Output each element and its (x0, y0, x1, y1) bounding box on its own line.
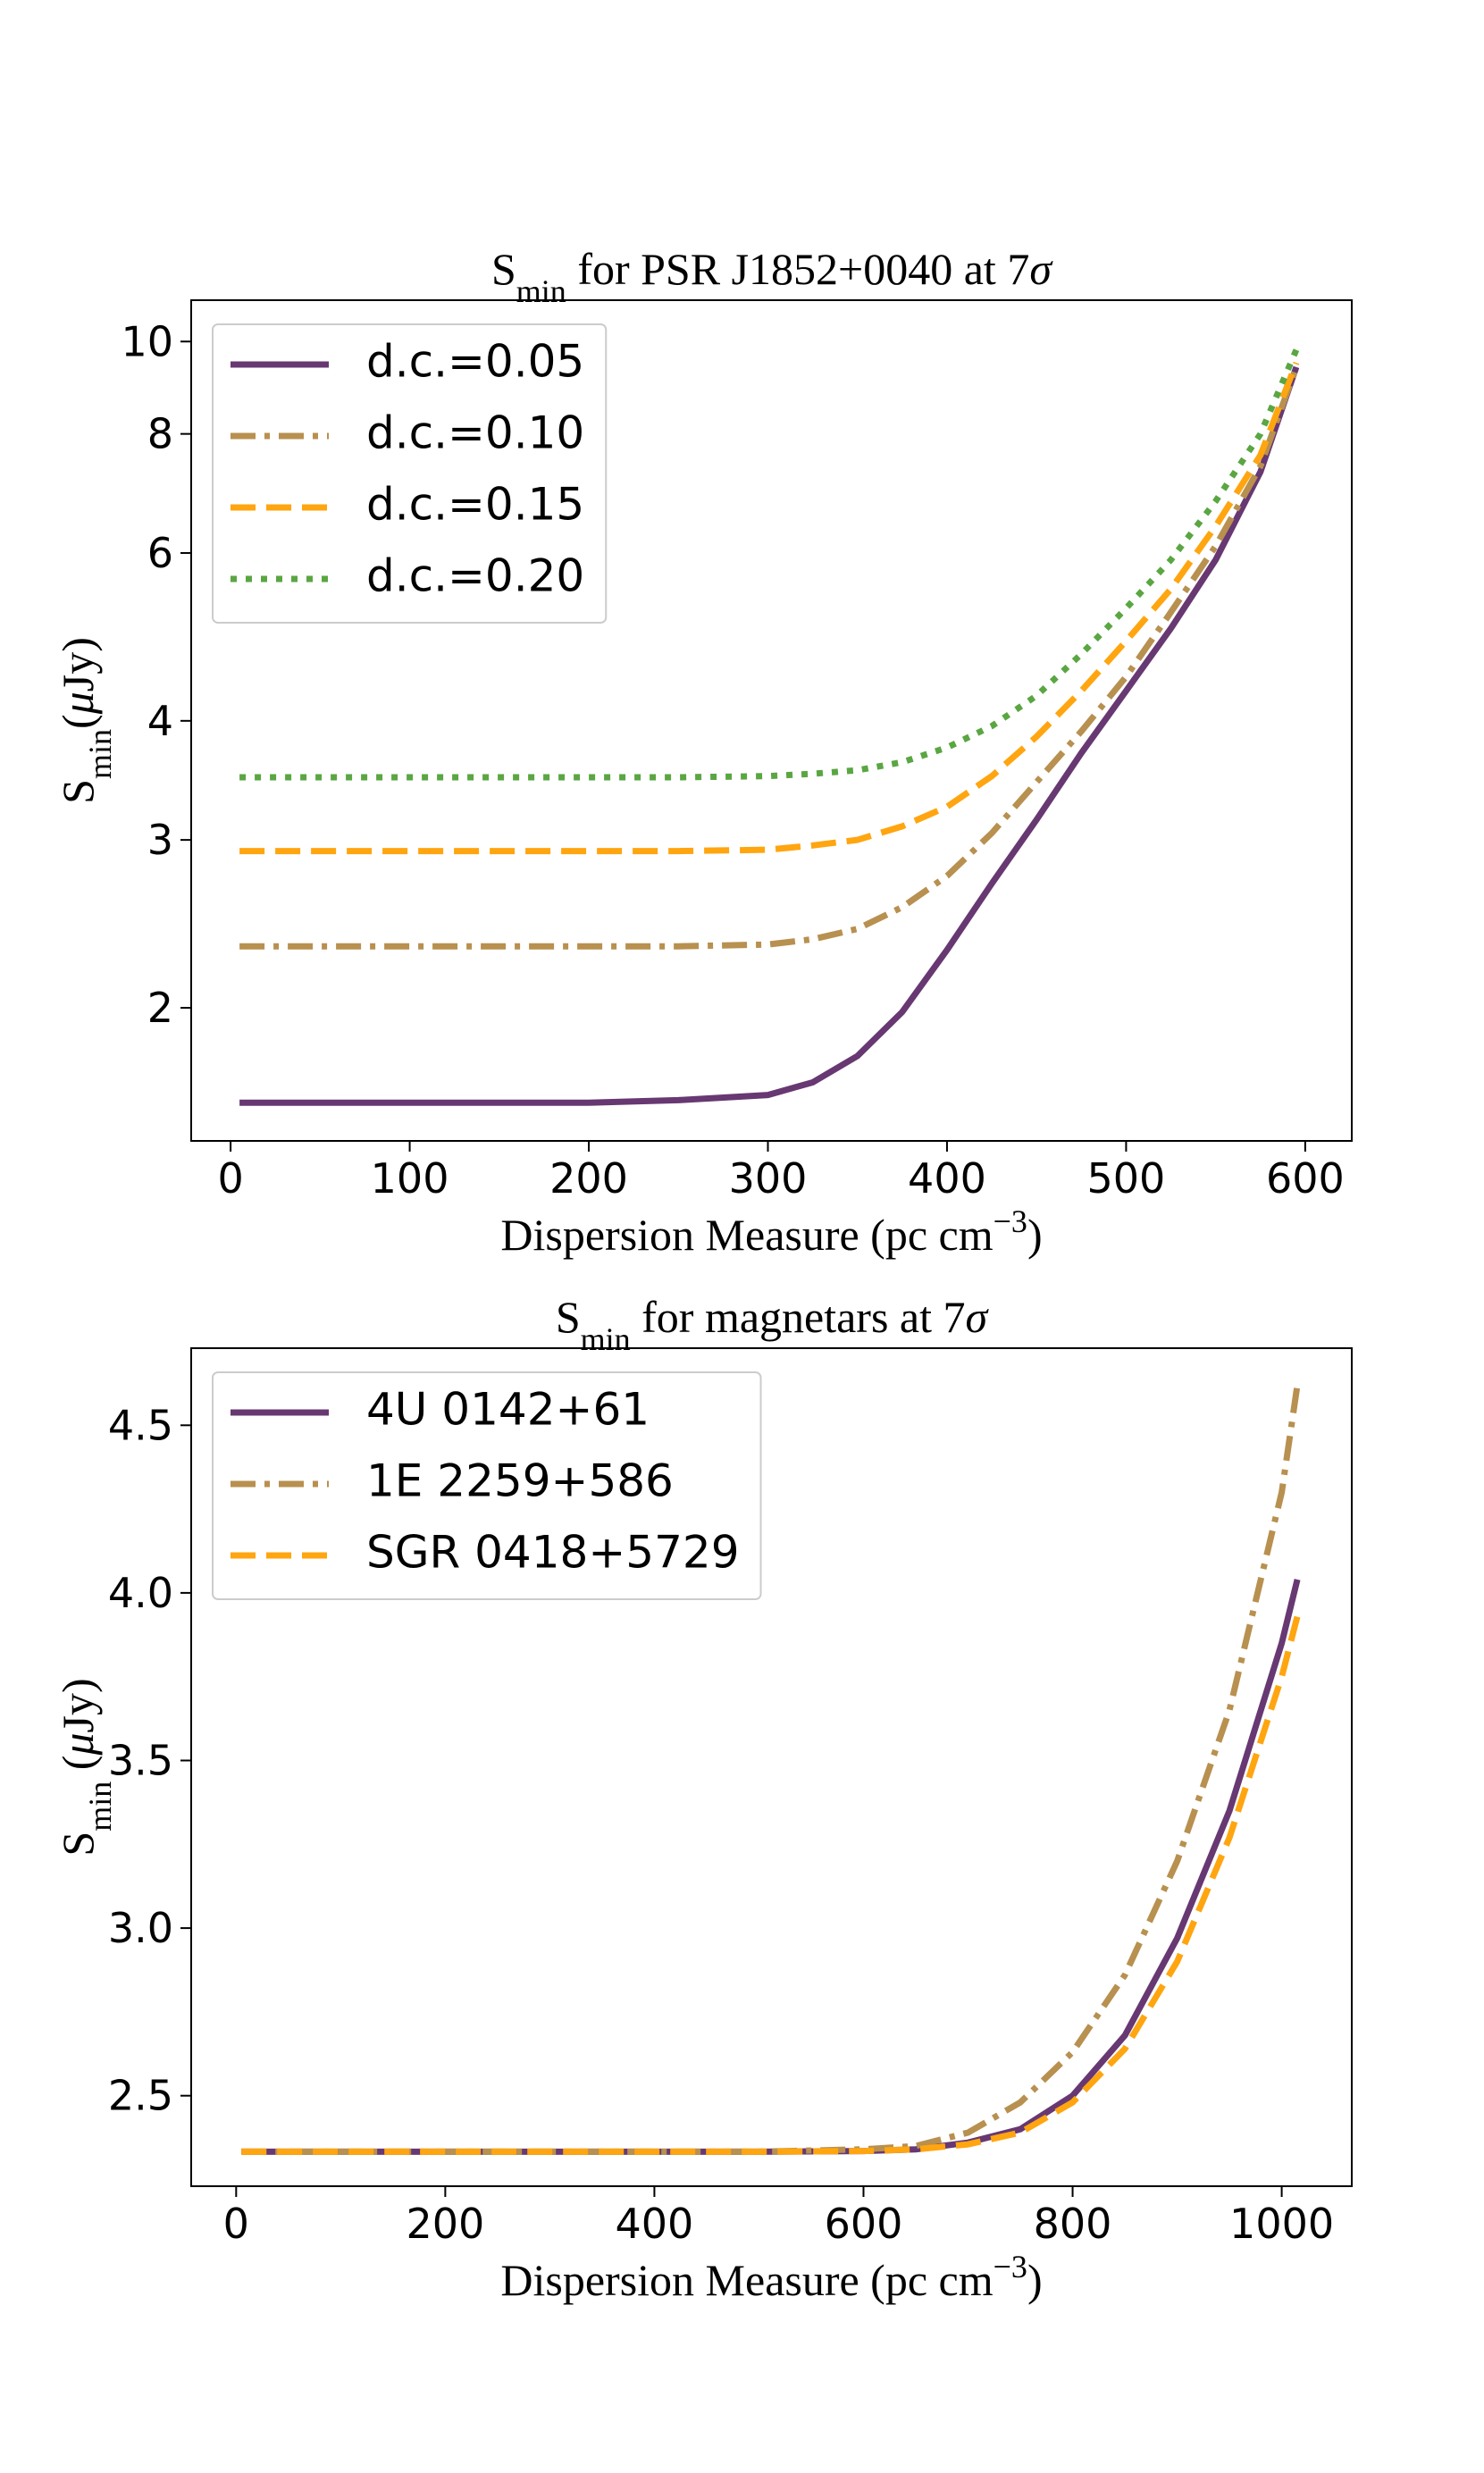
x-axis-label-part: Dispersion Measure (pc cm (500, 1210, 993, 1260)
series-line (239, 348, 1300, 781)
series-line (241, 1579, 1301, 2155)
chart-title-part: σ (966, 1292, 990, 1342)
y-tick-label: 4.5 (108, 1401, 173, 1449)
x-axis-label-part: −3 (994, 2249, 1027, 2284)
x-axis-label-part: Dispersion Measure (pc cm (500, 2255, 993, 2305)
y-tick-label: 4 (147, 697, 173, 745)
x-tick-label: 800 (1034, 2200, 1112, 2248)
x-tick-label: 200 (549, 1154, 628, 1203)
y-tick-label: 3.5 (108, 1736, 173, 1784)
chart-title-part: min (581, 1321, 631, 1357)
y-tick-label: 2 (147, 984, 173, 1032)
x-tick-label: 0 (217, 1154, 243, 1203)
x-axis-label-part: −3 (994, 1203, 1027, 1239)
y-axis-label-part: ( (53, 714, 103, 729)
x-axis-label-part: ) (1027, 2255, 1043, 2305)
y-axis-label-part: Jy) (53, 1678, 103, 1732)
chart-title-part: for magnetars at 7 (631, 1292, 966, 1342)
chart-title: Smin for PSR J1852+0040 at 7σ (491, 244, 1053, 309)
series-line (239, 361, 1300, 855)
plot-frame (190, 299, 1353, 1142)
chart-title-part: S (491, 244, 516, 294)
x-tick-label: 500 (1087, 1154, 1166, 1203)
y-axis-label: Smin (μJy) (53, 1678, 118, 1856)
x-tick-label: 0 (223, 2200, 249, 2248)
legend: d.c.=0.05 d.c.=0.10 d.c.=0.15 d.c.=0.20 (212, 323, 608, 624)
chart-title-part: min (516, 273, 566, 309)
legend-label: 1E 2259+586 (366, 1455, 674, 1507)
legend-label: d.c.=0.05 (366, 336, 584, 388)
y-axis-label-part: S (53, 1832, 103, 1857)
legend-label: d.c.=0.15 (366, 479, 584, 531)
chart: 0 200 400 600 800 1000 2.5 3.0 3.5 4.0 4.5 Smin for… (53, 1292, 1353, 2305)
chart-title-part: σ (1029, 244, 1053, 294)
x-tick-label: 400 (616, 2200, 694, 2248)
x-axis-label: Dispersion Measure (pc cm−3) (500, 1203, 1042, 1260)
series-line (241, 1615, 1301, 2155)
x-tick-label: 300 (729, 1154, 808, 1203)
y-axis-label-part: min (82, 729, 118, 779)
x-axis-label: Dispersion Measure (pc cm−3) (500, 2249, 1042, 2305)
y-tick-label: 8 (147, 410, 173, 458)
legend-label: d.c.=0.10 (366, 407, 584, 459)
legend-label: SGR 0418+5729 (366, 1527, 740, 1579)
x-tick-label: 1000 (1229, 2200, 1334, 2248)
chart-title-part: for PSR J1852+0040 at 7 (566, 244, 1030, 294)
x-tick-label: 200 (406, 2200, 484, 2248)
y-axis-label: Smin(μJy) (53, 637, 118, 804)
y-axis-label-part: S (53, 779, 103, 804)
y-tick-label: 3.0 (108, 1904, 173, 1952)
series-line (239, 365, 1300, 1106)
x-tick-label: 100 (371, 1154, 449, 1203)
legend-box (212, 1371, 762, 1600)
legend-label: 4U 0142+61 (366, 1384, 650, 1436)
y-axis-label-part: μ (53, 1733, 103, 1756)
y-tick-label: 10 (121, 317, 173, 365)
chart: 0 100 200 300 400 500 600 2 3 4 6 8 10 Smin for PSR J… (53, 244, 1353, 1260)
legend-label: d.c.=0.20 (366, 550, 584, 602)
x-tick-label: 400 (908, 1154, 986, 1203)
y-axis-label-part: min (82, 1781, 118, 1832)
chart-title: Smin for magnetars at 7σ (556, 1292, 990, 1357)
chart-title-part: S (556, 1292, 581, 1342)
y-tick-label: 4.0 (108, 1569, 173, 1617)
y-axis-label-part: μ (53, 692, 103, 715)
legend-box (212, 323, 608, 624)
series-line (239, 365, 1300, 950)
x-axis-label-part: ) (1027, 1210, 1043, 1260)
y-tick-label: 3 (147, 816, 173, 864)
legend: 4U 0142+61 1E 2259+586 SGR 0418+5729 (212, 1371, 762, 1600)
y-tick-label: 6 (147, 529, 173, 577)
x-tick-label: 600 (1266, 1154, 1345, 1203)
plot-frame (190, 1347, 1353, 2187)
y-axis-label-part: ( (53, 1756, 103, 1781)
y-axis-label-part: Jy) (53, 637, 103, 692)
y-tick-label: 2.5 (108, 2072, 173, 2120)
x-tick-label: 600 (825, 2200, 903, 2248)
